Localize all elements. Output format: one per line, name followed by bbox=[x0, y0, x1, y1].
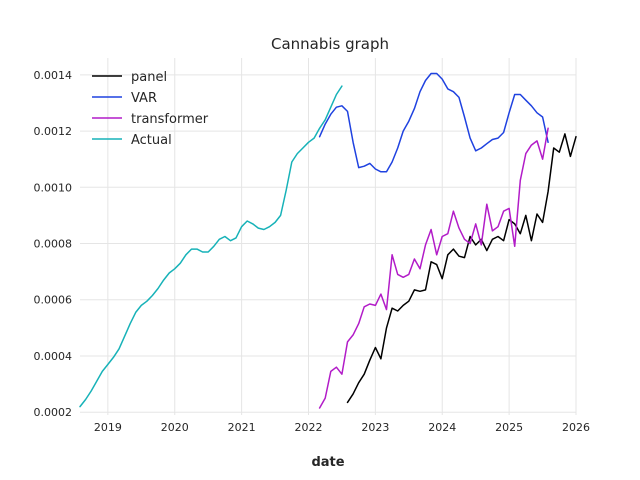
legend-label: transformer bbox=[131, 112, 209, 127]
x-tick-label: 2019 bbox=[94, 421, 122, 434]
series-line-var bbox=[318, 72, 549, 173]
y-tick-label: 0.0004 bbox=[34, 350, 73, 363]
chart-title: Cannabis graph bbox=[271, 35, 389, 53]
x-tick-label: 2021 bbox=[228, 421, 256, 434]
y-tick-label: 0.0014 bbox=[34, 69, 73, 82]
series-line-actual bbox=[79, 85, 343, 408]
x-tick-label: 2023 bbox=[361, 421, 389, 434]
legend-label: VAR bbox=[131, 91, 157, 106]
legend: panel VAR transformer Actual bbox=[92, 70, 209, 148]
x-axis-label: date bbox=[311, 455, 344, 470]
x-tick-label: 2026 bbox=[562, 421, 590, 434]
x-tick-label: 2022 bbox=[294, 421, 322, 434]
y-tick-label: 0.0006 bbox=[34, 294, 73, 307]
y-axis-ticks: 0.0002 0.0004 0.0006 0.0008 0.0010 0.0012 0.00… bbox=[34, 69, 73, 419]
series-line-panel bbox=[346, 133, 577, 404]
series-line-transformer bbox=[318, 127, 549, 409]
y-tick-label: 0.0008 bbox=[34, 238, 73, 251]
x-tick-label: 2020 bbox=[161, 421, 189, 434]
y-tick-label: 0.0010 bbox=[34, 181, 73, 194]
legend-label: Actual bbox=[131, 133, 172, 148]
legend-label: panel bbox=[131, 70, 167, 85]
y-tick-label: 0.0002 bbox=[34, 406, 73, 419]
y-tick-label: 0.0012 bbox=[34, 125, 73, 138]
x-tick-label: 2024 bbox=[428, 421, 456, 434]
x-tick-label: 2025 bbox=[495, 421, 523, 434]
series-layer bbox=[79, 72, 577, 409]
x-axis-ticks: 2019 2020 2021 2022 2023 2024 2025 2026 bbox=[94, 421, 590, 434]
